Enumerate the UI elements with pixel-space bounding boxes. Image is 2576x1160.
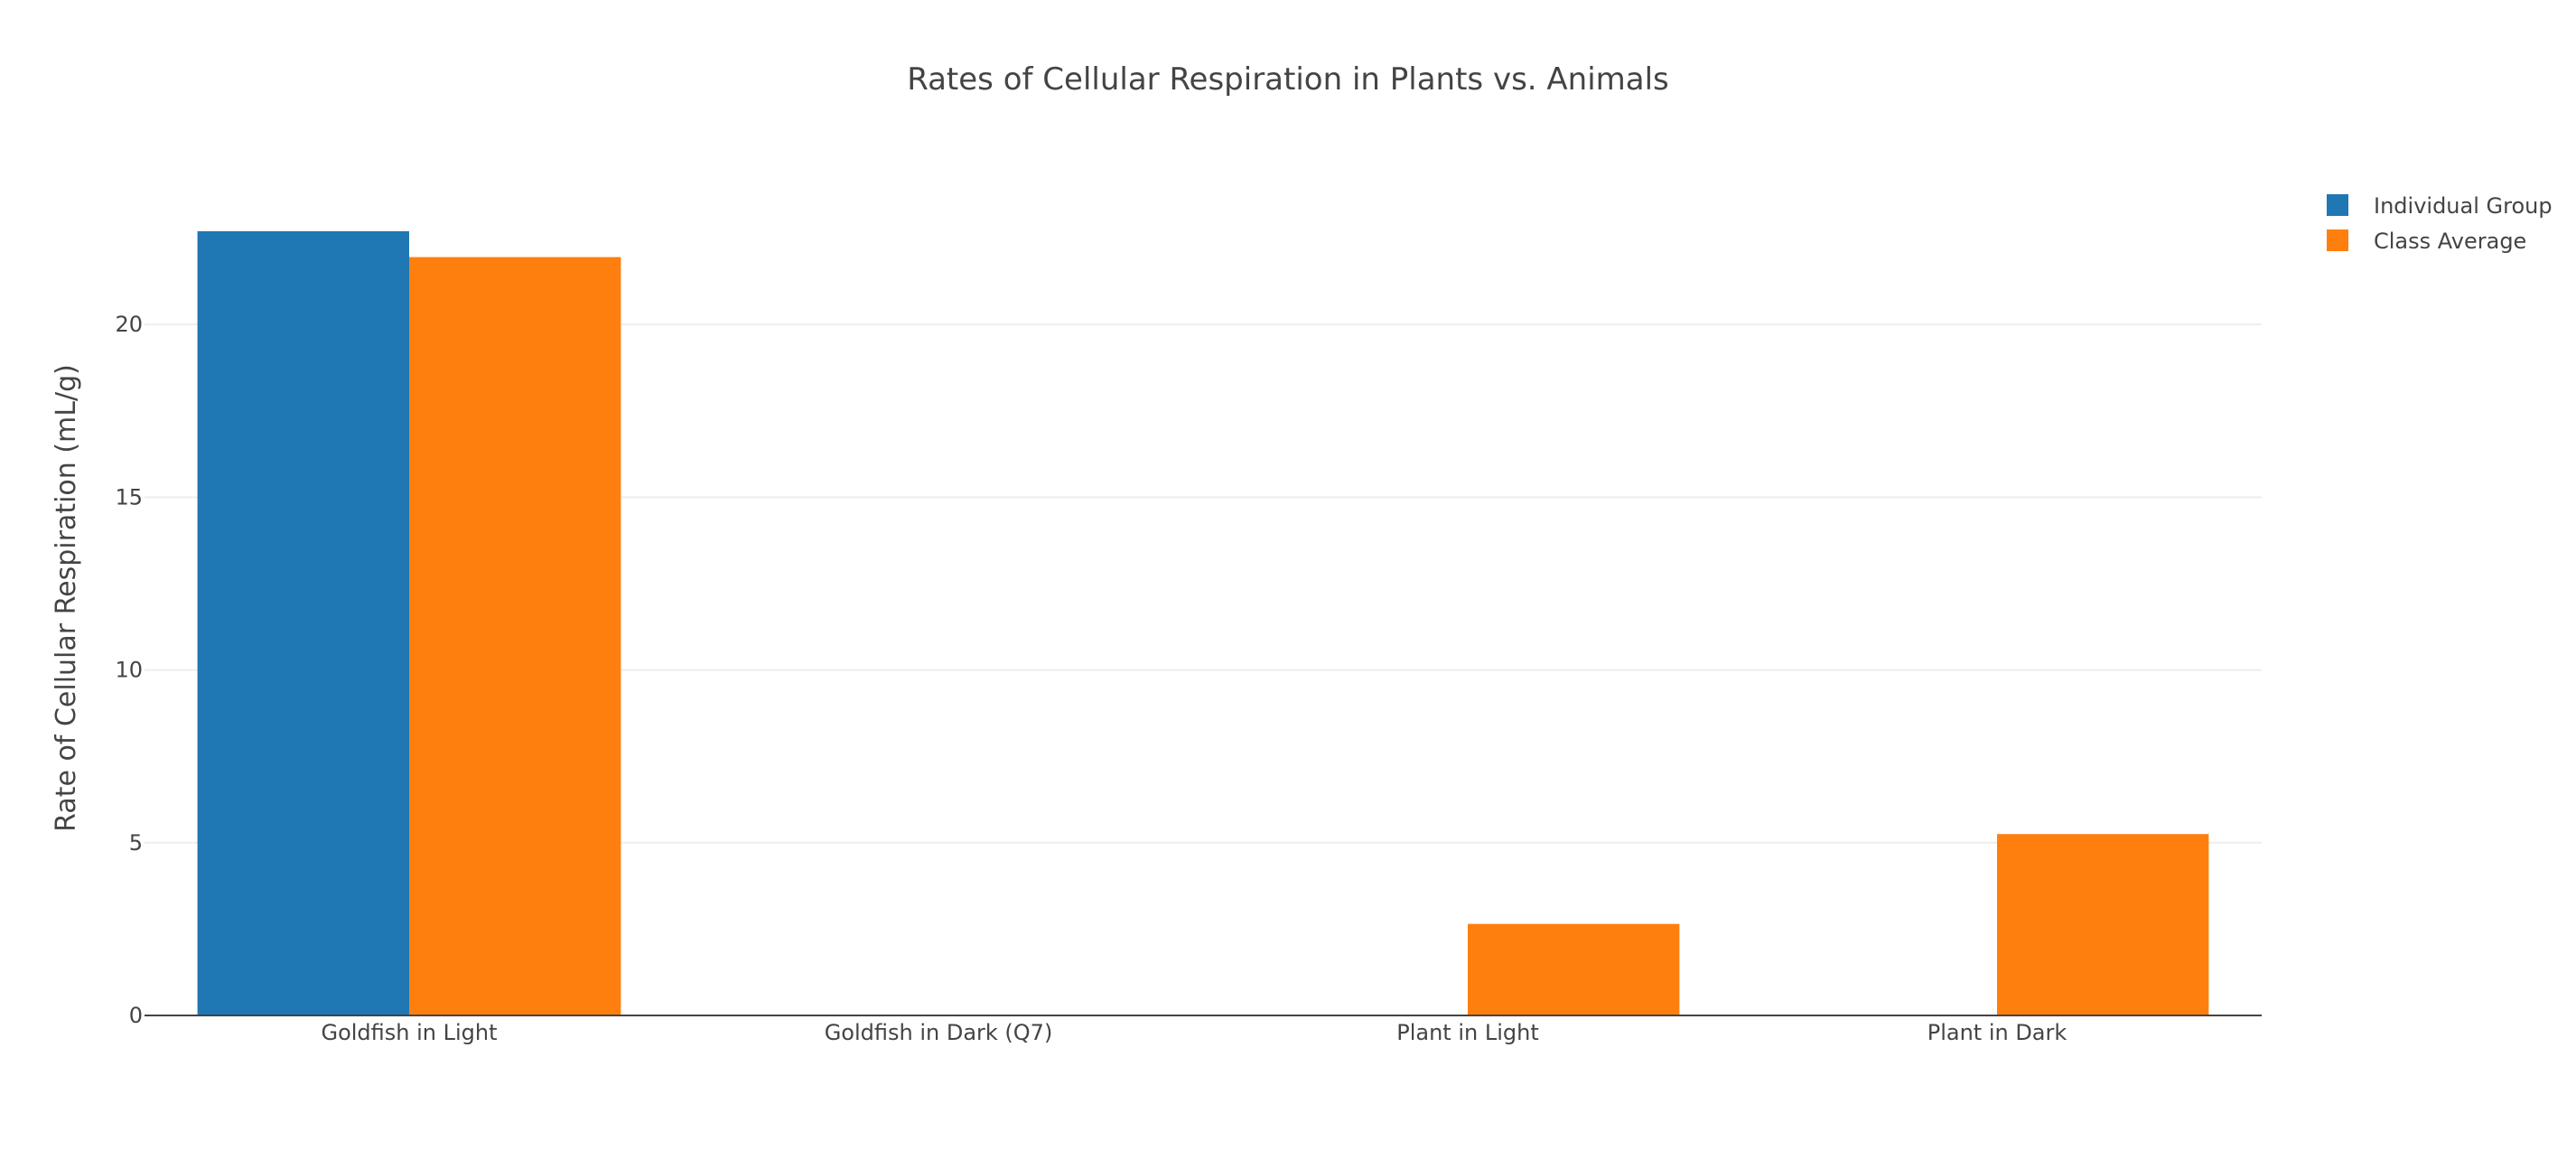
y-tick-label: 15 <box>115 484 143 510</box>
y-tick-label: 20 <box>115 312 143 337</box>
bar-class-average-3 <box>1468 923 1680 1015</box>
bar-individual-group-1 <box>197 230 409 1015</box>
y-axis-title: Rate of Cellular Respiration (mL/g) <box>51 364 82 832</box>
legend-swatch <box>2327 194 2348 216</box>
y-tick-label: 5 <box>129 830 143 856</box>
bar-layer <box>197 230 2209 1015</box>
x-tick-label: Plant in Light <box>1396 1020 1539 1045</box>
x-tick-label: Goldfish in Dark (Q7) <box>825 1020 1053 1045</box>
y-tick-labels: 0 5 10 15 20 <box>115 312 143 1028</box>
x-tick-label: Plant in Dark <box>1927 1020 2067 1045</box>
legend-swatch <box>2327 229 2348 251</box>
y-tick-label: 10 <box>115 658 143 683</box>
bar-class-average-1 <box>409 257 621 1015</box>
x-tick-label: Goldfish in Light <box>321 1020 497 1045</box>
legend-label: Individual Group <box>2374 193 2553 219</box>
chart-title: Rates of Cellular Respiration in Plants … <box>907 61 1669 98</box>
y-tick-label: 0 <box>129 1003 143 1028</box>
x-tick-labels: Goldfish in Light Goldfish in Dark (Q7) Pl… <box>321 1020 2067 1045</box>
bar-class-average-4 <box>1997 834 2209 1015</box>
legend: Individual Group Class Average <box>2327 193 2553 254</box>
legend-label: Class Average <box>2374 229 2526 254</box>
